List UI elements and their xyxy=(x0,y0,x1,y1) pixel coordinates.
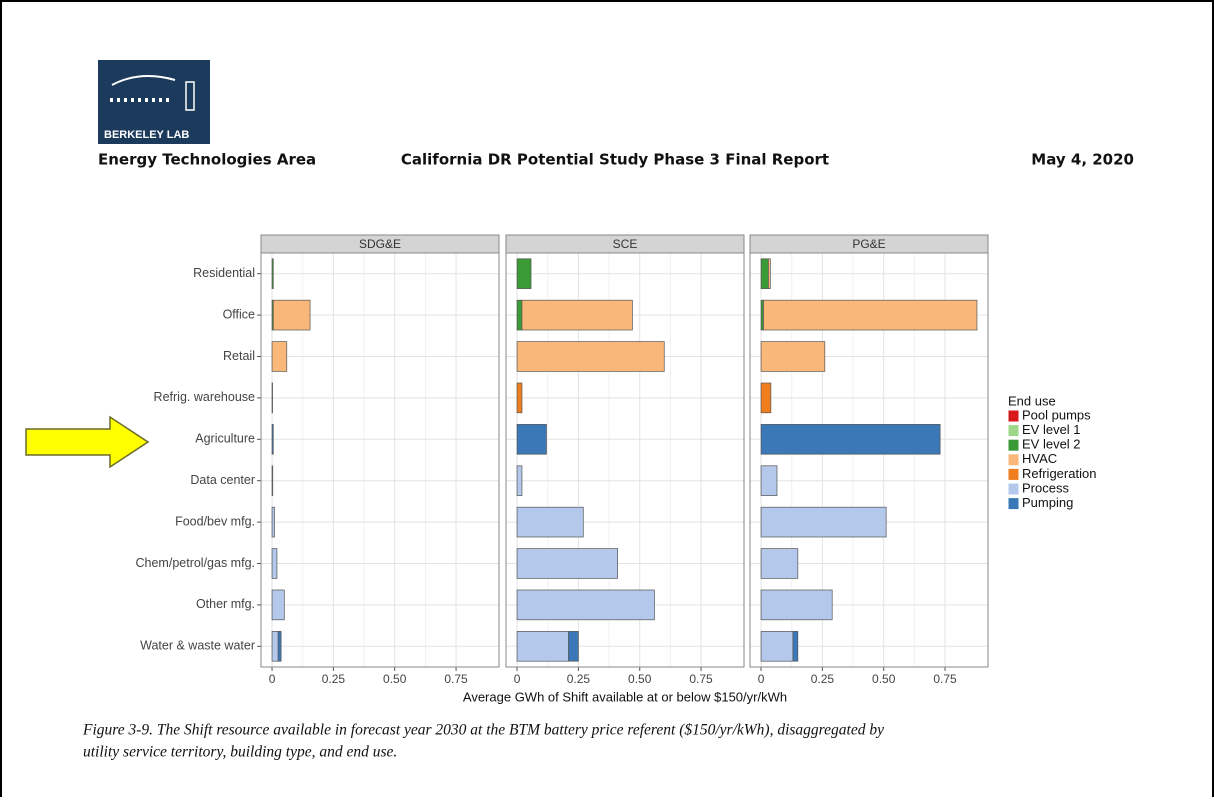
bar-segment xyxy=(761,300,763,330)
header-left: Energy Technologies Area xyxy=(98,151,316,169)
bar-segment xyxy=(272,507,274,537)
legend-swatch xyxy=(1008,439,1019,451)
bar-segment xyxy=(272,631,278,661)
legend-swatch xyxy=(1008,483,1019,495)
y-tick-label: Other mfg. xyxy=(196,597,255,611)
x-tick-label: 0 xyxy=(758,672,765,686)
bar-segment xyxy=(272,342,287,372)
header-right: May 4, 2020 xyxy=(1031,151,1134,169)
x-axis-title: Average GWh of Shift available at or bel… xyxy=(463,689,787,704)
bar-segment xyxy=(761,507,886,537)
bar-segment xyxy=(278,631,281,661)
legend-label: HVAC xyxy=(1022,451,1057,466)
x-tick-label: 0 xyxy=(269,672,276,686)
legend-swatch xyxy=(1008,454,1019,466)
bar-segment xyxy=(517,383,522,413)
y-tick-label: Agriculture xyxy=(195,432,255,446)
facet-label: PG&E xyxy=(852,237,885,251)
y-tick-label: Residential xyxy=(193,266,255,280)
y-tick-label: Food/bev mfg. xyxy=(175,514,255,528)
y-tick-label: Water & waste water xyxy=(140,639,255,653)
bar-segment xyxy=(761,549,798,579)
bar-segment xyxy=(517,300,522,330)
bar-segment xyxy=(517,590,654,620)
bar-segment xyxy=(761,383,771,413)
x-tick-label: 0.50 xyxy=(628,672,652,686)
x-tick-label: 0.25 xyxy=(567,672,591,686)
bar-segment xyxy=(517,342,664,372)
legend-label: EV level 2 xyxy=(1022,437,1081,452)
y-tick-label: Data center xyxy=(190,473,255,487)
bar-segment xyxy=(569,631,579,661)
legend-label: Process xyxy=(1022,480,1069,495)
bar-segment xyxy=(272,259,273,289)
bar-segment xyxy=(272,590,284,620)
chart: SDG&E 0 0.25 0.50 0.75 SCE 0 0.25 0.50 0.75 PG&E 0 0… xyxy=(136,235,1097,704)
bar-segment xyxy=(272,424,273,454)
legend-label: Refrigeration xyxy=(1022,466,1096,481)
y-tick-label: Retail xyxy=(223,349,255,363)
bar-segment xyxy=(272,466,273,496)
bar-segment xyxy=(763,300,976,330)
y-tick-label: Office xyxy=(223,307,255,321)
bar-segment xyxy=(761,342,825,372)
bar-segment xyxy=(761,631,793,661)
legend-label: Pumping xyxy=(1022,495,1073,510)
bar-segment xyxy=(517,466,522,496)
bar-segment xyxy=(517,424,546,454)
header-center: California DR Potential Study Phase 3 Fi… xyxy=(401,151,829,169)
x-tick-label: 0.75 xyxy=(689,672,713,686)
bar-segment xyxy=(793,631,798,661)
arrow-left xyxy=(26,417,148,467)
legend-swatch xyxy=(1008,410,1019,422)
bar-segment xyxy=(517,631,569,661)
x-tick-label: 0.25 xyxy=(322,672,346,686)
logo: BERKELEY LAB xyxy=(98,60,210,144)
x-tick-label: 0.75 xyxy=(933,672,957,686)
x-tick-label: 0 xyxy=(514,672,521,686)
legend-swatch xyxy=(1008,468,1019,480)
caption-line: Figure 3-9. The Shift resource available… xyxy=(82,722,884,739)
x-tick-label: 0.50 xyxy=(872,672,896,686)
bar-segment xyxy=(761,590,832,620)
x-tick-label: 0.25 xyxy=(811,672,835,686)
legend-label: EV level 1 xyxy=(1022,422,1081,437)
legend-title: End use xyxy=(1008,393,1056,408)
bar-segment xyxy=(761,259,768,289)
bar-segment xyxy=(522,300,632,330)
bar-segment xyxy=(272,549,277,579)
y-tick-label: Chem/petrol/gas mfg. xyxy=(136,556,256,570)
facet-label: SCE xyxy=(613,237,638,251)
bar-segment xyxy=(273,300,310,330)
logo-text: BERKELEY LAB xyxy=(104,129,189,141)
x-tick-label: 0.50 xyxy=(383,672,407,686)
legend-swatch xyxy=(1008,425,1019,437)
legend-swatch xyxy=(1008,498,1019,510)
x-tick-label: 0.75 xyxy=(444,672,468,686)
legend-label: Pool pumps xyxy=(1022,407,1091,422)
bar-segment xyxy=(761,466,777,496)
bar-segment xyxy=(768,259,770,289)
bar-segment xyxy=(517,259,531,289)
facet-label: SDG&E xyxy=(359,237,401,251)
bar-segment xyxy=(517,507,583,537)
bar-segment xyxy=(761,424,940,454)
y-tick-label: Refrig. warehouse xyxy=(154,390,255,404)
caption-line: utility service territory, building type… xyxy=(83,744,397,761)
bar-segment xyxy=(517,549,618,579)
